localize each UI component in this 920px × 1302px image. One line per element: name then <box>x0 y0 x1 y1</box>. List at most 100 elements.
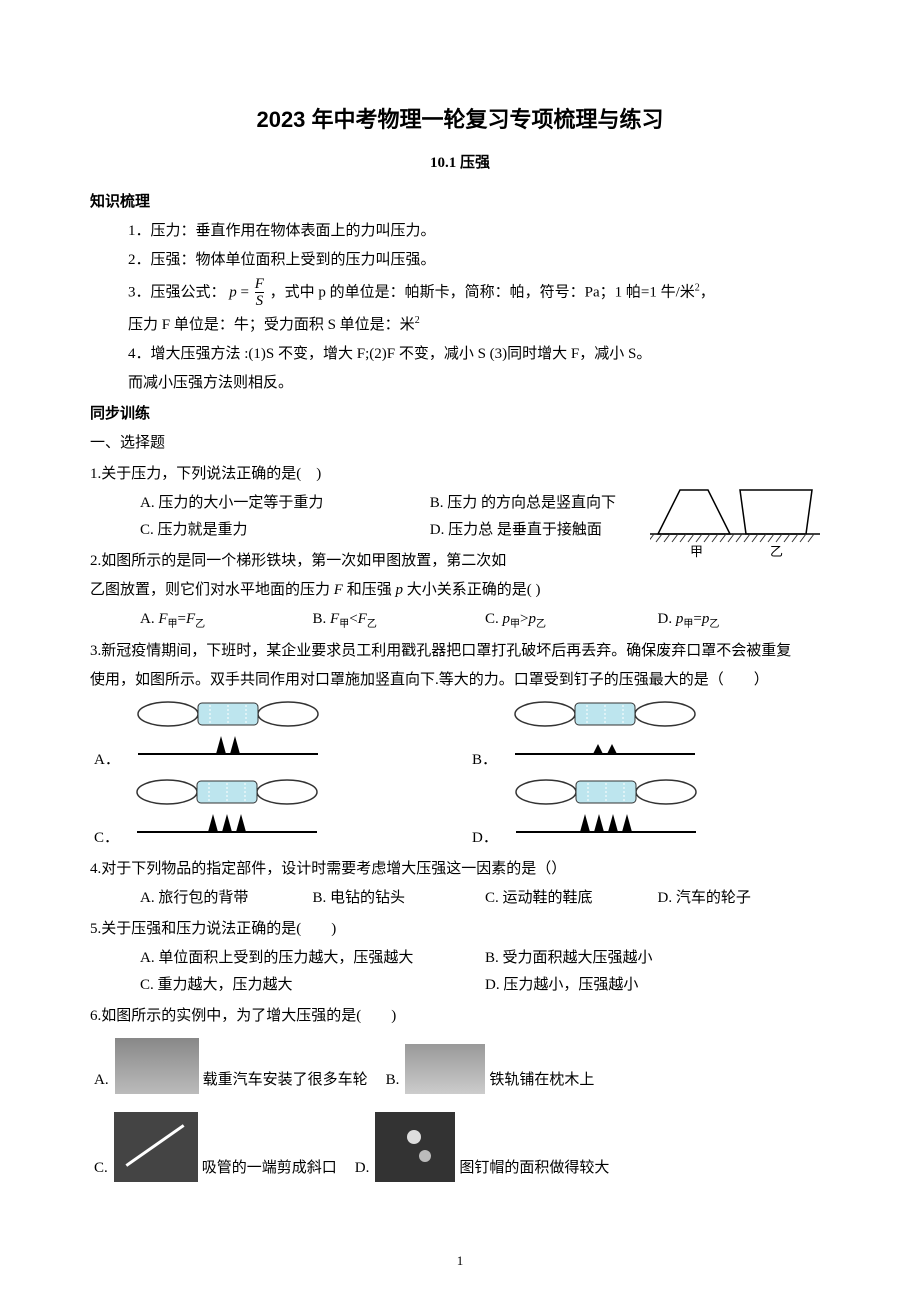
q5-opt-a: A. 单位面积上受到的压力越大，压强越大 <box>140 945 485 972</box>
q2a-pre: A. <box>140 611 158 627</box>
page-number: 1 <box>0 1249 920 1272</box>
railway-icon <box>405 1044 485 1094</box>
q4-opt-c: C. 运动鞋的鞋底 <box>485 885 658 912</box>
outline-3-pre: 3．压强公式： <box>128 284 226 300</box>
outline-block: 1．压力：垂直作用在物体表面上的力叫压力。 2．压强：物体单位面积上受到的压力叫… <box>90 218 830 397</box>
subsection-choice: 一、选择题 <box>90 430 830 457</box>
question-5: 5.关于压强和压力说法正确的是( ) A. 单位面积上受到的压力越大，压强越大 … <box>90 916 830 999</box>
q2-opt-d: D. p甲=p乙 <box>658 606 831 634</box>
q3-options: A． B． C． D． <box>90 700 830 852</box>
q3-opt-b: B． <box>472 700 830 774</box>
q2c-s2: 乙 <box>536 619 546 630</box>
q2d-s1: 甲 <box>683 619 693 630</box>
q2b-s1: 甲 <box>339 619 349 630</box>
q2d-s2: 乙 <box>709 619 719 630</box>
q3b-figure <box>505 700 705 774</box>
q6a-text: 载重汽车安装了很多车轮 <box>203 1067 368 1094</box>
q2b-pre: B. <box>313 611 331 627</box>
q3d-label: D． <box>472 825 498 852</box>
q6a-label: A. <box>94 1067 109 1094</box>
sup-2b: 2 <box>415 315 420 326</box>
formula-eq: = <box>241 284 253 300</box>
q6b-label: B. <box>386 1067 400 1094</box>
outline-3b-text: 压力 F 单位是：牛；受力面积 S 单位是：米 <box>128 317 415 333</box>
trap-label-left: 甲 <box>690 544 703 559</box>
q2c-s1: 甲 <box>510 619 520 630</box>
q3-opt-c: C． <box>94 778 452 852</box>
q1-opt-c: C. 压力就是重力 <box>140 517 430 544</box>
q3-line2: 使用，如图所示。双手共同作用对口罩施加竖直向下.等大的力。口罩受到钉子的压强最大… <box>90 667 830 694</box>
q2-l2-f: F <box>334 582 343 598</box>
truck-icon <box>115 1038 199 1094</box>
q2-opt-c: C. p甲>p乙 <box>485 606 658 634</box>
q6-opt-b: B. 铁轨铺在枕木上 <box>386 1044 595 1094</box>
q5-stem: 5.关于压强和压力说法正确的是( ) <box>90 916 830 943</box>
q2b-f1: F <box>330 611 339 627</box>
q3-opt-d: D． <box>472 778 830 852</box>
q2c-pre: C. <box>485 611 503 627</box>
outline-item-1: 1．压力：垂直作用在物体表面上的力叫压力。 <box>128 218 830 245</box>
page-title: 2023 年中考物理一轮复习专项梳理与练习 <box>90 100 830 140</box>
q6-opt-d: D. 图钉帽的面积做得较大 <box>355 1112 610 1182</box>
q3-line1: 3.新冠疫情期间，下班时，某企业要求员工利用戳孔器把口罩打孔破坏后再丢弃。确保废… <box>90 638 830 665</box>
trapezoid-figure: 甲 乙 <box>650 482 820 562</box>
q2a-f2: F <box>186 611 195 627</box>
q6-opt-a: A. 载重汽车安装了很多车轮 <box>94 1038 368 1094</box>
q2a-s1: 甲 <box>168 619 178 630</box>
outline-item-3: 3．压强公式： p = F S ，式中 p 的单位是：帕斯卡，简称：帕，符号：P… <box>128 276 830 310</box>
section-head-knowledge: 知识梳理 <box>90 189 830 216</box>
q6-row2: C. 吸管的一端剪成斜口 D. 图钉帽的面积做得较大 <box>90 1112 830 1182</box>
q6-opt-c: C. 吸管的一端剪成斜口 <box>94 1112 337 1182</box>
q6d-label: D. <box>355 1155 370 1182</box>
q2-opt-b: B. F甲<F乙 <box>313 606 486 634</box>
formula-p: p <box>229 284 237 300</box>
question-6: 6.如图所示的实例中，为了增大压强的是( ) A. 载重汽车安装了很多车轮 B.… <box>90 1003 830 1182</box>
outline-3-post: ，式中 p 的单位是：帕斯卡，简称：帕，符号：Pa；1 帕=1 牛/米 <box>270 284 695 300</box>
q3c-figure <box>127 778 327 852</box>
q4-stem: 4.对于下列物品的指定部件，设计时需要考虑增大压强这一因素的是（） <box>90 856 830 883</box>
fraction-num: F <box>255 276 264 293</box>
q3c-label: C． <box>94 825 119 852</box>
q3d-figure <box>506 778 706 852</box>
q3-opt-a: A． <box>94 700 452 774</box>
q3a-figure <box>128 700 328 774</box>
q2-l2-mid: 和压强 <box>343 582 396 598</box>
outline-item-2: 2．压强：物体单位面积上受到的压力叫压强。 <box>128 247 830 274</box>
outline-3-end: ， <box>700 284 715 300</box>
q4-opt-d: D. 汽车的轮子 <box>658 885 831 912</box>
q2-opt-a: A. F甲=F乙 <box>140 606 313 634</box>
q2-line2: 乙图放置，则它们对水平地面的压力 F 和压强 p 大小关系正确的是( ) <box>90 577 830 604</box>
fraction-den: S <box>255 292 264 310</box>
q2a-eq: = <box>178 611 186 627</box>
question-3: 3.新冠疫情期间，下班时，某企业要求员工利用戳孔器把口罩打孔破坏后再丢弃。确保废… <box>90 638 830 852</box>
q2c-p1: p <box>503 611 511 627</box>
q2b-lt: < <box>349 611 357 627</box>
q5-opt-d: D. 压力越小，压强越小 <box>485 972 830 999</box>
section-head-practice: 同步训练 <box>90 401 830 428</box>
q4-options: A. 旅行包的背带 B. 电钻的钻头 C. 运动鞋的鞋底 D. 汽车的轮子 <box>90 885 830 912</box>
page-subtitle: 10.1 压强 <box>90 150 830 177</box>
q2-l2-p: p <box>395 582 403 598</box>
outline-item-4b: 而减小压强方法则相反。 <box>128 370 830 397</box>
q4-opt-a: A. 旅行包的背带 <box>140 885 313 912</box>
q6b-text: 铁轨铺在枕木上 <box>489 1067 594 1094</box>
straw-icon <box>114 1112 198 1182</box>
q5-opt-c: C. 重力越大，压力越大 <box>140 972 485 999</box>
q2c-p2: p <box>528 611 536 627</box>
fraction-fs: F S <box>255 276 264 310</box>
q4-opt-b: B. 电钻的钻头 <box>313 885 486 912</box>
q2d-pre: D. <box>658 611 676 627</box>
q2a-f1: F <box>158 611 167 627</box>
trap-label-right: 乙 <box>770 544 783 559</box>
q6-stem: 6.如图所示的实例中，为了增大压强的是( ) <box>90 1003 830 1030</box>
q2b-f2: F <box>358 611 367 627</box>
q5-opt-b: B. 受力面积越大压强越小 <box>485 945 830 972</box>
outline-item-4: 4．增大压强方法 :(1)S 不变，增大 F;(2)F 不变，减小 S (3)同… <box>128 341 830 368</box>
q2a-s2: 乙 <box>195 619 205 630</box>
q2b-s2: 乙 <box>367 619 377 630</box>
q1-opt-a: A. 压力的大小一定等于重力 <box>140 490 430 517</box>
question-4: 4.对于下列物品的指定部件，设计时需要考虑增大压强这一因素的是（） A. 旅行包… <box>90 856 830 912</box>
q2-l2-pre: 乙图放置，则它们对水平地面的压力 <box>90 582 334 598</box>
q5-options: A. 单位面积上受到的压力越大，压强越大 B. 受力面积越大压强越小 C. 重力… <box>90 945 830 999</box>
q6d-text: 图钉帽的面积做得较大 <box>459 1155 609 1182</box>
